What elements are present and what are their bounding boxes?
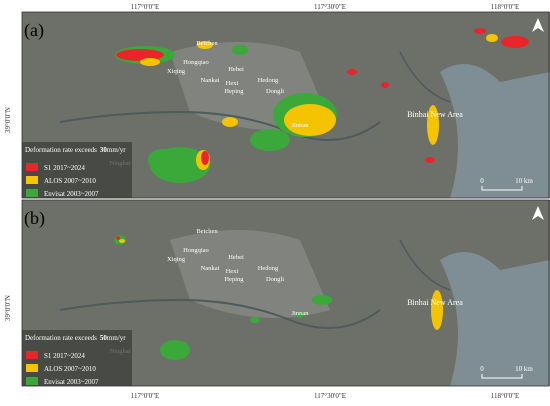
deformation-patch: [160, 340, 190, 360]
place-label: Hexi: [226, 268, 239, 275]
deformation-patch: [222, 117, 238, 127]
legend-unit: mm/yr: [107, 334, 126, 342]
deformation-patch: [250, 129, 290, 151]
legend-title: Deformation rate exceeds 50mm/yr: [25, 334, 126, 342]
deformation-patch: [284, 104, 336, 136]
river: [399, 239, 451, 291]
scale-start: 0: [480, 365, 484, 373]
place-label: Beichen: [196, 228, 218, 235]
legend-threshold: 30: [100, 146, 108, 154]
deformation-patch: [250, 317, 260, 323]
place-label: Xiqing: [167, 256, 186, 263]
place-label: Beichen: [196, 40, 218, 47]
legend-swatch: [26, 189, 38, 197]
legend-swatch: [26, 176, 38, 184]
legend-title: Deformation rate exceeds 30mm/yr: [25, 146, 126, 154]
north-arrow: [532, 206, 544, 220]
legend-swatch: [26, 351, 38, 359]
map-panel: Beichen Hongqiao Xiqing Hebei Nankai Hexi Hedo…: [21, 199, 550, 387]
deformation-patch: [116, 49, 164, 61]
panel-label: (b): [24, 208, 45, 229]
top-axis-label: 117°0'0"E: [131, 3, 159, 11]
place-label: Nankai: [201, 265, 220, 272]
deformation-patch: [201, 151, 209, 165]
place-label: Hongqiao: [183, 247, 209, 254]
legend-label: ALOS 2007~2010: [44, 365, 96, 373]
legend-swatch: [26, 163, 38, 171]
place-label: Heping: [224, 276, 244, 283]
top-axis-label: 117°30'0"E: [314, 3, 346, 11]
bottom-axis-label: 117°0'0"E: [131, 392, 159, 400]
legend-label: Envisat 2003~2007: [44, 378, 99, 386]
scale-bar: [481, 186, 523, 191]
place-label: Xiqing: [167, 68, 186, 75]
deformation-patch: [474, 28, 486, 34]
legend-threshold: 50: [100, 334, 108, 342]
deformation-patch: [431, 290, 443, 330]
panel-label: (a): [24, 20, 44, 41]
deformation-patch: [427, 105, 439, 145]
place-label: Hebei: [228, 66, 244, 73]
place-label: Hedong: [258, 265, 279, 272]
deformation-patch: [347, 69, 357, 75]
place-label: Jinnan: [292, 310, 310, 317]
deformation-patch: [197, 41, 213, 49]
deformation-patch: [381, 82, 389, 88]
legend-box: [22, 142, 132, 198]
place-label: Dongli: [266, 88, 284, 95]
deformation-patch: [296, 312, 304, 318]
sea: [440, 252, 550, 386]
place-label: Heping: [224, 88, 244, 95]
deformation-patch: [140, 58, 160, 66]
legend-swatch: [26, 364, 38, 372]
place-label: Hongqiao: [183, 59, 209, 66]
left-axis-label: 39°0'0"N: [4, 295, 12, 321]
panel-border: [21, 199, 550, 387]
north-arrow: [532, 18, 544, 32]
legend-prefix: Deformation rate exceeds: [25, 334, 97, 342]
scale-end: 10 km: [515, 177, 533, 185]
panel-border: [21, 11, 550, 199]
deformation-patch: [425, 157, 435, 163]
deformation-patch: [486, 34, 498, 42]
bottom-axis-label: 118°0'0"E: [491, 392, 519, 400]
river: [59, 298, 381, 329]
top-axis-label: 118°0'0"E: [491, 3, 519, 11]
map-panel: Beichen Hongqiao Xiqing Hebei Nankai Hexi Hedo…: [21, 11, 550, 199]
bottom-axis-label: 117°30'0"E: [314, 392, 346, 400]
river: [59, 110, 381, 141]
legend-unit: mm/yr: [107, 146, 126, 154]
deformation-patch: [501, 36, 529, 48]
legend-label: S1 2017~2024: [44, 164, 85, 172]
place-label: Dongli: [266, 276, 284, 283]
river: [399, 51, 451, 103]
deformation-patch: [312, 295, 332, 305]
place-label: Hexi: [226, 80, 239, 87]
deformation-patch: [148, 149, 176, 171]
legend-label: ALOS 2007~2010: [44, 177, 96, 185]
scale-bar: [481, 374, 523, 379]
legend-box: [22, 330, 132, 386]
place-label: Nankai: [201, 77, 220, 84]
legend-swatch: [26, 377, 38, 385]
deformation-patch: [232, 45, 248, 55]
urban-area: [170, 230, 330, 318]
place-label: Binhai New Area: [407, 298, 463, 307]
place-label: Jinnan: [292, 122, 310, 129]
scale-end: 10 km: [515, 365, 533, 373]
sea: [440, 64, 550, 198]
legend-label: S1 2017~2024: [44, 352, 85, 360]
legend-label: Envisat 2003~2007: [44, 190, 99, 198]
deformation-patch: [119, 239, 125, 243]
scale-start: 0: [480, 177, 484, 185]
place-label: Binhai New Area: [407, 110, 463, 119]
deformation-patch: [116, 236, 120, 240]
legend-prefix: Deformation rate exceeds: [25, 146, 97, 154]
place-label: Hebei: [228, 254, 244, 261]
place-label: Hedong: [258, 77, 279, 84]
left-axis-label: 39°0'0"N: [4, 107, 12, 133]
